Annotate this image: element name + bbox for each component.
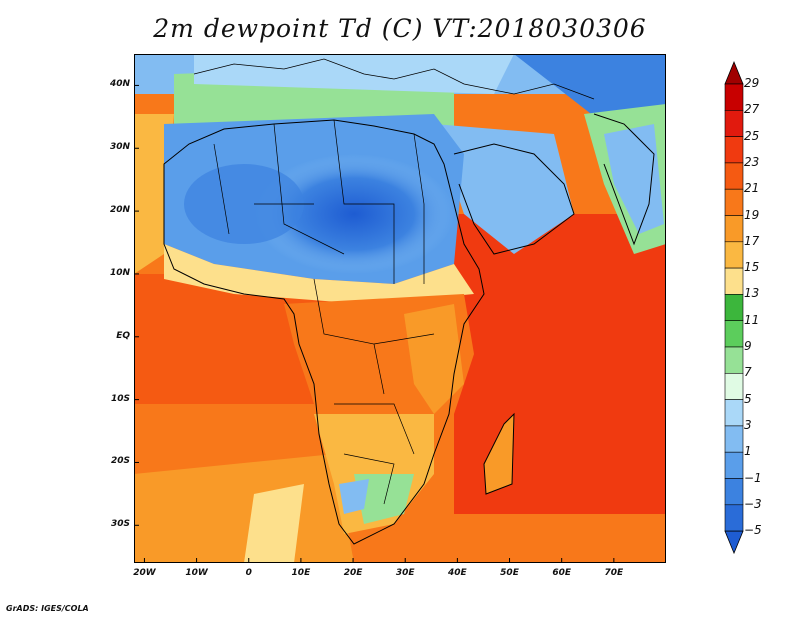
- madagascar-outline: [483, 412, 515, 495]
- lon-label-50e: 50E: [500, 568, 519, 578]
- colorbar-swatch: [724, 241, 744, 269]
- lon-label-20e: 20E: [343, 568, 363, 578]
- colorbar-swatch: [724, 399, 744, 427]
- colorbar-bottom-cap: [724, 530, 744, 555]
- colorbar-swatch: [724, 504, 744, 532]
- west-sahara-core: [184, 164, 304, 244]
- colorbar-label: 21: [744, 181, 760, 196]
- colorbar-label: 13: [744, 286, 760, 301]
- colorbar-label: 11: [744, 312, 760, 327]
- colorbar-swatch: [724, 451, 744, 479]
- colorbar: [724, 60, 744, 555]
- lat-label-40n: 40N: [109, 79, 130, 90]
- colorbar-label: 5: [744, 391, 752, 406]
- lat-label-eq: EQ: [116, 330, 130, 341]
- southern-dry-patch: [354, 474, 414, 524]
- map-title: 2m dewpoint Td (C) VT:2018030306: [153, 14, 647, 43]
- map-tick-marks: [134, 84, 615, 563]
- colorbar-label: 15: [744, 260, 760, 275]
- coastline-india: [593, 113, 655, 246]
- colorbar-swatch: [724, 425, 744, 453]
- kalahari-dry: [339, 479, 369, 514]
- colorbar-label: 7: [744, 365, 752, 380]
- coastline-europe: [193, 58, 595, 100]
- colorbar-swatch: [724, 372, 744, 400]
- colorbar-label: −5: [744, 523, 762, 538]
- cold-tongue: [244, 484, 304, 563]
- map-border: [134, 54, 666, 563]
- colorbar-swatch: [724, 83, 744, 111]
- colorbar-swatch: [724, 267, 744, 295]
- colorbar-label: 25: [744, 128, 760, 143]
- grads-credit: GrADS: IGES/COLA: [6, 604, 89, 613]
- colorbar-label: 17: [744, 233, 760, 248]
- madagascar: [484, 414, 514, 494]
- lon-label-10w: 10W: [185, 568, 208, 578]
- lon-label-0: 0: [245, 568, 252, 578]
- colorbar-label: 19: [744, 207, 760, 222]
- india-core: [604, 124, 664, 234]
- colorbar-swatch: [724, 294, 744, 321]
- colorbar-swatch: [724, 478, 744, 506]
- lon-label-70e: 70E: [604, 568, 624, 578]
- colorbar-top-cap: [724, 60, 744, 85]
- colorbar-label: 9: [744, 339, 752, 353]
- colorbar-label: 29: [744, 76, 760, 90]
- lat-label-30n: 30N: [109, 142, 130, 153]
- lat-label-30s: 30S: [110, 519, 130, 530]
- colorbar-label: 23: [744, 154, 760, 169]
- arabia-dry: [434, 124, 574, 254]
- colorbar-swatch: [724, 215, 744, 243]
- colorbar-swatch: [724, 346, 744, 374]
- colorbar-label: −3: [744, 496, 762, 511]
- sahara-core: [254, 154, 454, 274]
- colorbar-swatch: [724, 320, 744, 348]
- colorbar-swatch: [724, 188, 744, 216]
- dewpoint-map-canvas: [134, 54, 666, 563]
- coastline-africa: [163, 119, 485, 545]
- colorbar-label: 27: [744, 102, 760, 117]
- far-south-atlantic: [134, 454, 354, 563]
- coastline-arabia: [453, 143, 575, 255]
- east-africa-highlands: [404, 304, 464, 414]
- lon-label-10e: 10E: [291, 568, 311, 578]
- lon-label-30e: 30E: [395, 568, 415, 578]
- colorbar-label: −1: [744, 470, 762, 485]
- colorbar-label: 3: [744, 417, 752, 432]
- colorbar-swatch: [724, 136, 744, 164]
- central-asia-cold: [514, 54, 666, 124]
- lon-label-20w: 20W: [133, 568, 156, 578]
- dewpoint-map: [134, 54, 666, 563]
- sahel-band: [164, 244, 474, 304]
- colorbar-swatch: [724, 109, 744, 137]
- colorbar-swatch: [724, 162, 744, 190]
- lon-label-40e: 40E: [448, 568, 467, 578]
- lat-label-20n: 20N: [109, 205, 130, 216]
- lat-label-10n: 10N: [109, 267, 130, 278]
- lat-label-20s: 20S: [110, 456, 130, 467]
- lon-label-60e: 60E: [552, 568, 572, 578]
- colorbar-label: 1: [744, 444, 752, 459]
- country-borders: [213, 119, 435, 505]
- europe-mideast-cold: [194, 54, 514, 94]
- lat-label-10s: 10S: [110, 393, 130, 404]
